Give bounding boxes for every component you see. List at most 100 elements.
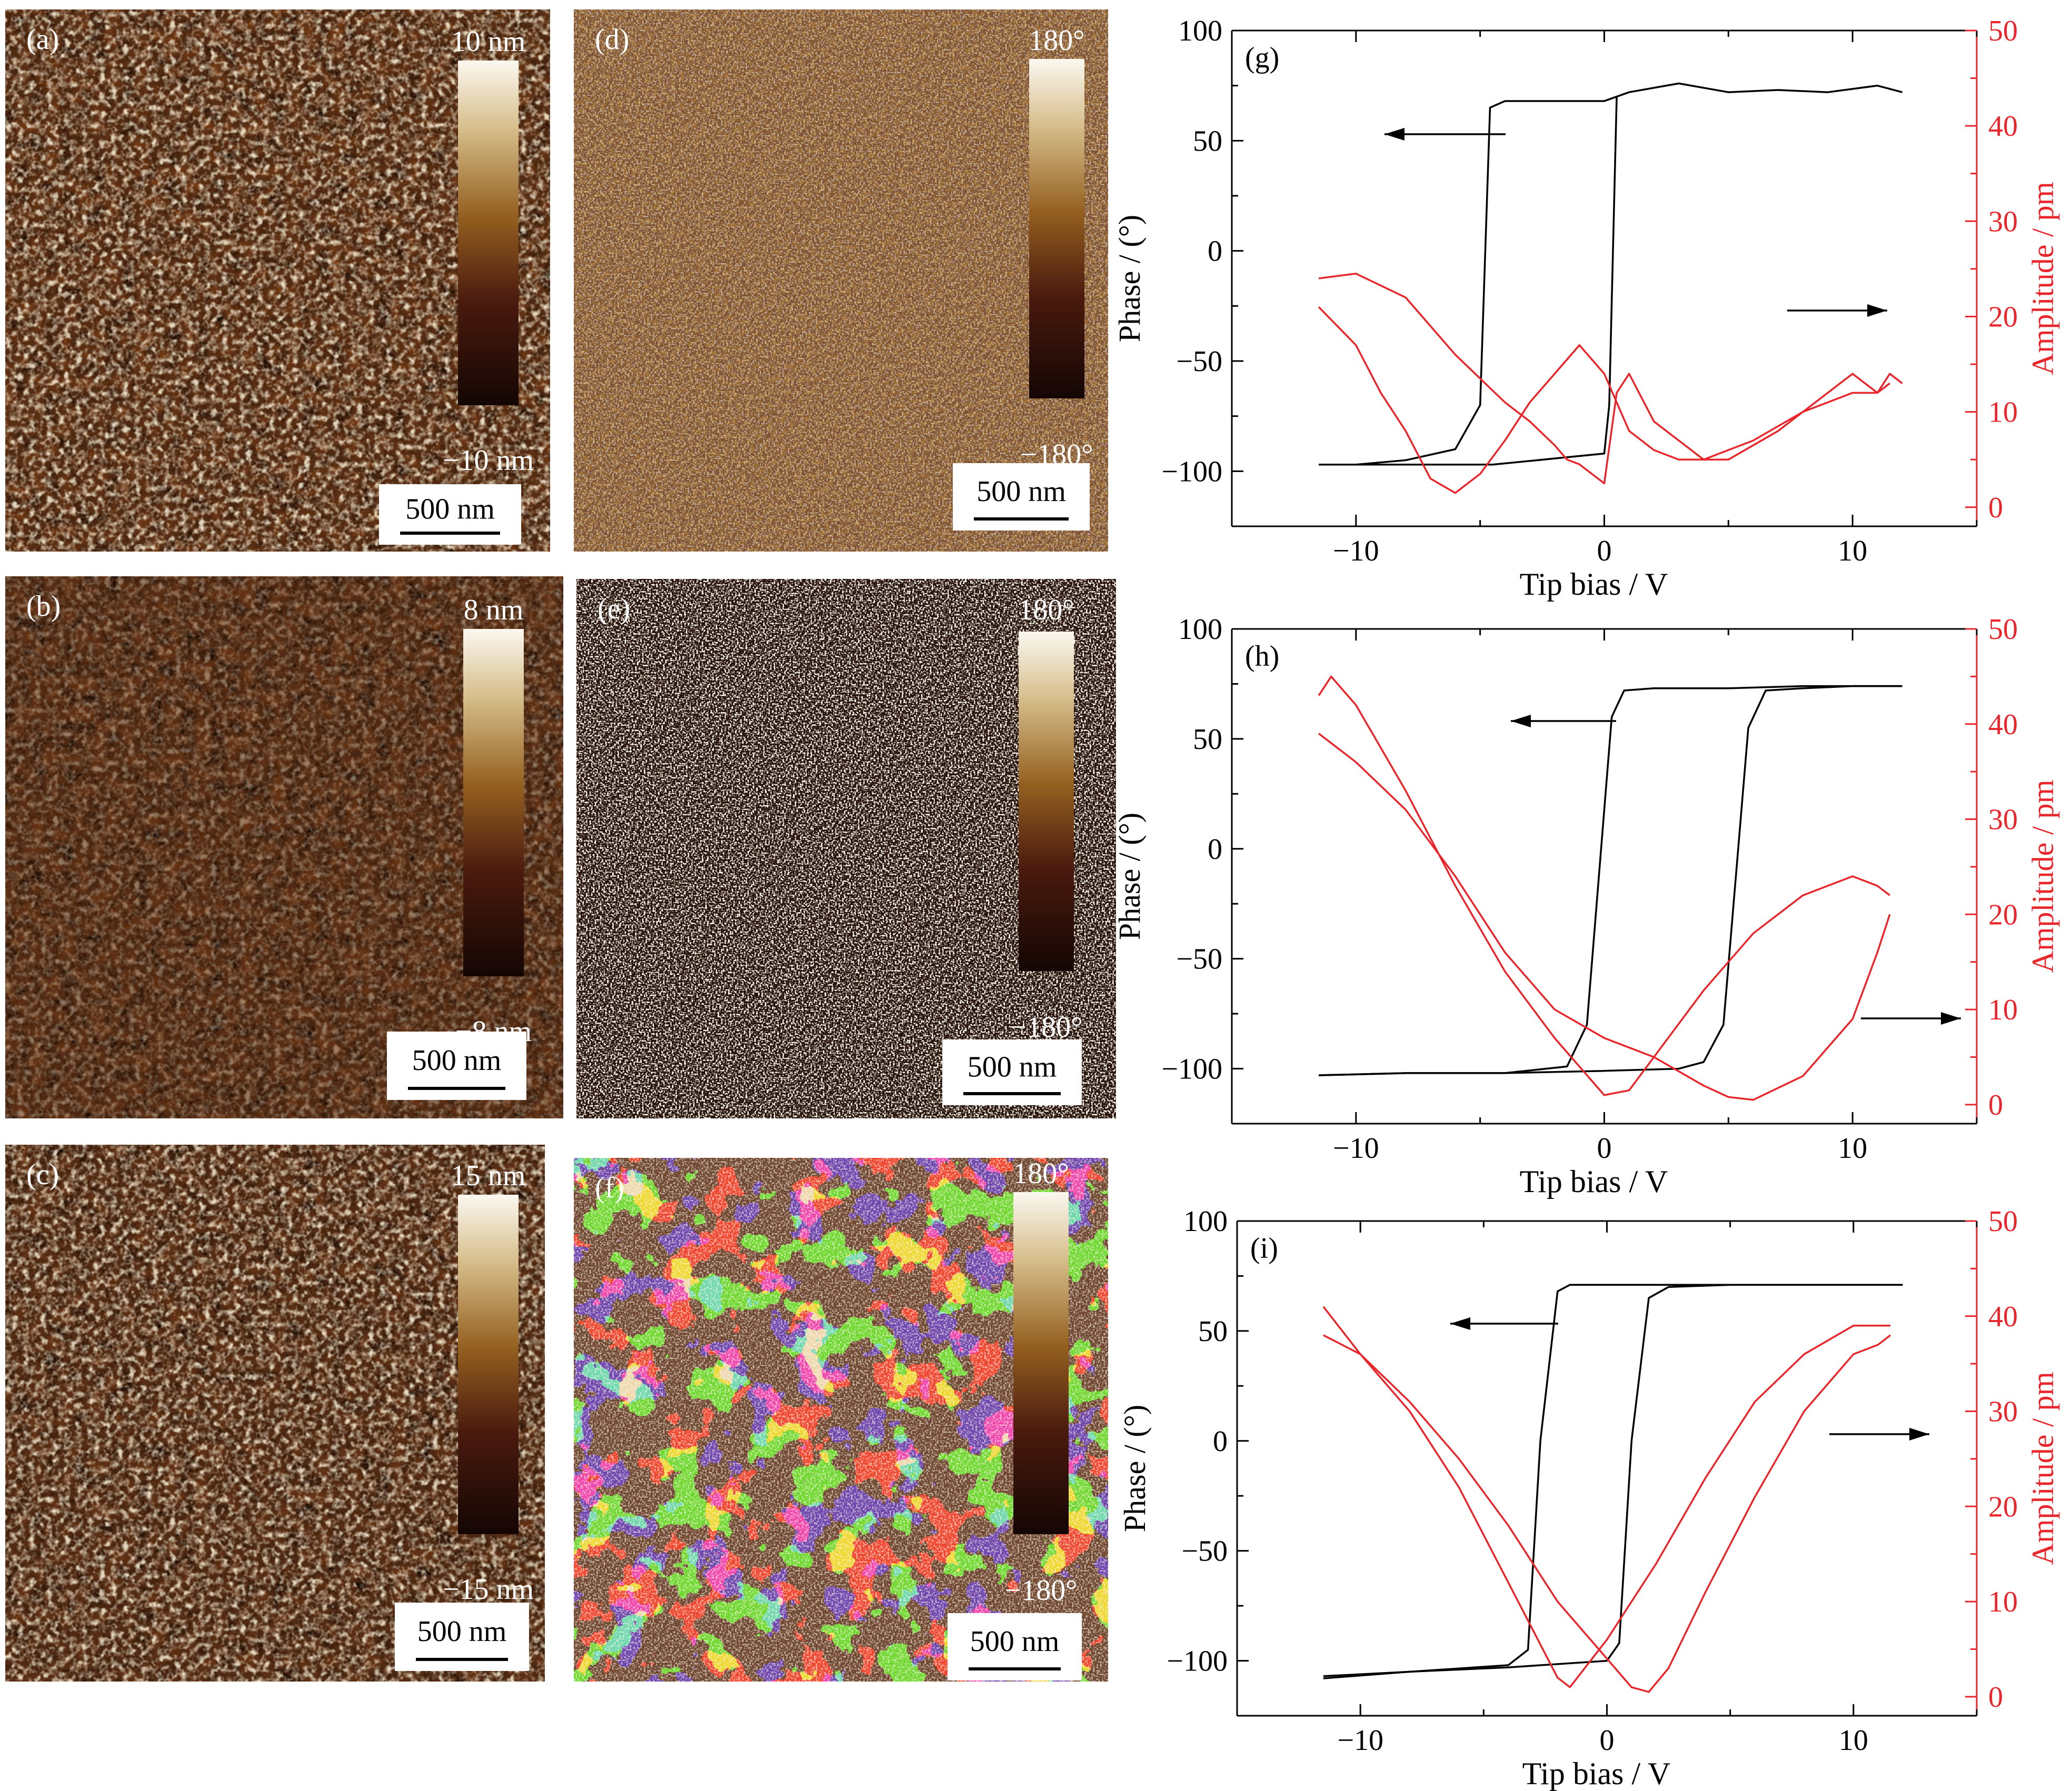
y-tick-label: −100	[1167, 1645, 1228, 1678]
x-tick-label: 10	[1838, 1132, 1867, 1165]
amplitude-loop-2	[1318, 273, 1903, 485]
amplitude-loop-3	[1318, 306, 1890, 494]
color-scale-min: −15 nm	[443, 1573, 534, 1606]
amplitude-loop-3	[1323, 1334, 1891, 1693]
y-tick-label: −100	[1161, 1053, 1222, 1086]
afm-panel-d: (d) 180°−180°500 nm	[574, 9, 1108, 552]
amplitude-loop-2	[1318, 675, 1890, 1096]
x-axis-label: Tip bias / V	[1520, 1164, 1668, 1199]
color-scale-min: −10 nm	[443, 444, 534, 477]
y-tick-label: 100	[1178, 15, 1222, 47]
y2-tick-label: 30	[1988, 205, 2018, 238]
y2-tick-label: 50	[1988, 1205, 2018, 1238]
color-scale-min: −180°	[1010, 1011, 1083, 1044]
color-scale-bar	[1013, 1192, 1069, 1534]
color-scale-bar	[458, 1195, 519, 1534]
color-scale-max: 180°	[1029, 24, 1084, 57]
y2-tick-label: 10	[1988, 396, 2018, 429]
x-tick-label: −10	[1337, 1724, 1383, 1757]
y-tick-label: −50	[1176, 943, 1222, 976]
arrow-to-amplitude-axis	[1829, 1428, 1929, 1440]
y-tick-label: 50	[1198, 1315, 1228, 1348]
y-tick-label: −100	[1161, 455, 1222, 488]
arrow-head	[1941, 1012, 1961, 1025]
y2-tick-label: 40	[1988, 110, 2018, 143]
phase-loop-1	[1319, 685, 1902, 1076]
afm-panel-f: (f) 180° −180° 500 nm	[574, 1157, 1108, 1682]
y2-tick-label: 20	[1988, 1490, 2018, 1523]
y-axis-label: Phase / (°)	[1112, 813, 1147, 940]
y2-tick-label: 0	[1988, 1681, 2003, 1714]
y2-tick-label: 30	[1988, 1396, 2018, 1428]
x-tick-label: −10	[1333, 535, 1379, 567]
y-axis-label: Phase / (°)	[1112, 215, 1147, 342]
phase-loop-0	[1319, 95, 1618, 466]
arrow-to-phase-axis	[1450, 1317, 1558, 1330]
color-scale-max: 180°	[1013, 1157, 1069, 1190]
y-tick-label: 0	[1208, 235, 1222, 268]
arrow-head	[1450, 1317, 1470, 1330]
scale-bar-label: 500 nm	[968, 1051, 1057, 1084]
phase-loop-1	[1323, 1284, 1903, 1677]
panel-label: (b)	[26, 590, 61, 623]
y2-tick-label: 20	[1988, 301, 2018, 333]
x-tick-label: 10	[1838, 535, 1867, 567]
panel-label: (f)	[595, 1172, 624, 1204]
phase-loop-0	[1323, 1284, 1903, 1679]
arrow-head	[1867, 304, 1887, 317]
scale-bar-label: 500 nm	[970, 1625, 1060, 1658]
scale-bar-label: 500 nm	[417, 1615, 507, 1648]
arrow-to-amplitude-axis	[1861, 1012, 1961, 1025]
amplitude-loop-3	[1318, 733, 1891, 1101]
y2-tick-label: 10	[1988, 1586, 2018, 1618]
arrow-head	[1511, 715, 1531, 727]
scale-bar-label: 500 nm	[977, 475, 1066, 508]
y2-tick-label: 40	[1988, 1300, 2018, 1333]
color-scale-bar	[458, 61, 519, 405]
arrow-head	[1384, 128, 1404, 141]
y2-tick-label: 50	[1988, 15, 2018, 47]
panel-label: (h)	[1245, 640, 1279, 673]
color-scale-max: 180°	[1018, 594, 1074, 626]
panel-label: (g)	[1245, 42, 1279, 74]
color-scale-bar	[1029, 59, 1084, 398]
amplitude-loop-2	[1322, 1306, 1891, 1688]
scale-bar-label: 500 nm	[405, 493, 495, 526]
grains	[5, 1145, 545, 1682]
panel-label: (a)	[26, 23, 59, 56]
y2-tick-label: 40	[1988, 708, 2018, 741]
x-tick-label: 0	[1600, 1724, 1615, 1757]
afm-panel-c: (c) 15 nm −15 nm 500 nm	[5, 1145, 545, 1682]
arrow-head	[1909, 1428, 1929, 1440]
panel-label: (d)	[595, 23, 629, 56]
arrow-to-phase-axis	[1511, 715, 1616, 727]
y2-tick-label: 10	[1988, 994, 2018, 1026]
panel-label: (i)	[1250, 1232, 1278, 1265]
afm-panel-a: (a) 10 nm −10 nm 500 nm	[5, 9, 550, 552]
y2-axis-label: Amplitude / pm	[2026, 182, 2060, 375]
y2-tick-label: 20	[1988, 898, 2018, 931]
y2-tick-label: 0	[1988, 492, 2003, 524]
arrow-to-amplitude-axis	[1787, 304, 1887, 317]
y-tick-label: 0	[1213, 1425, 1228, 1458]
x-tick-label: 10	[1839, 1724, 1868, 1757]
arrow-to-phase-axis	[1384, 128, 1506, 141]
y-tick-label: 50	[1193, 723, 1222, 756]
y-tick-label: 100	[1183, 1205, 1228, 1238]
x-tick-label: 0	[1597, 1132, 1612, 1165]
y2-tick-label: 0	[1988, 1089, 2003, 1122]
y-tick-label: 0	[1208, 833, 1222, 866]
phase-loop-1	[1603, 82, 1902, 102]
y-axis-label: Phase / (°)	[1118, 1405, 1152, 1532]
color-scale-bar	[1019, 632, 1074, 971]
phase-loop-0	[1319, 685, 1902, 1076]
x-axis-label: Tip bias / V	[1520, 567, 1668, 602]
afm-panel-e: (e) 180° −180° 500 nm	[576, 579, 1116, 1118]
y-tick-label: 50	[1193, 125, 1222, 157]
